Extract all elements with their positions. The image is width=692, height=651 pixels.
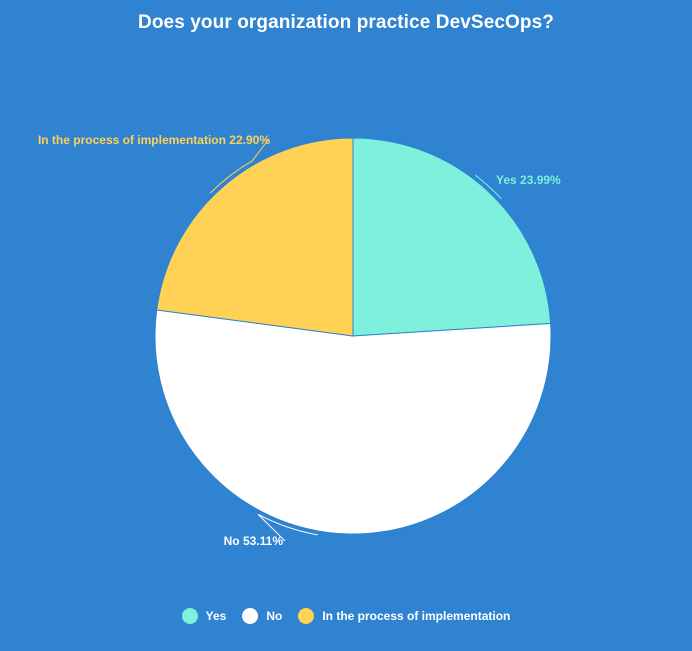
legend-label-no: No (266, 609, 283, 623)
legend-item-yes[interactable]: Yes (181, 608, 227, 624)
leader-line-1 (257, 513, 319, 542)
data-label-yes: Yes 23.99% (496, 173, 561, 187)
data-label-no: No 53.11% (224, 534, 284, 548)
chart-title: Does your organization practice DevSecOp… (138, 12, 554, 33)
legend-swatch-yes (181, 608, 198, 624)
legend-label-in-process: In the process of implementation (322, 609, 511, 623)
data-label-in-the-process-of-implementation: In the process of implementation 22.90% (38, 133, 270, 147)
pie-slice-no[interactable] (154, 309, 552, 535)
legend-label-yes: Yes (205, 609, 227, 623)
leader-line-0 (474, 174, 502, 200)
legend-item-no[interactable]: No (242, 608, 282, 624)
pie-slice-in-the-process-of-implementation[interactable] (156, 137, 354, 337)
legend-swatch-no (242, 608, 259, 624)
chart-legend: Yes No In the process of implementation (0, 608, 692, 624)
legend-item-in-process[interactable]: In the process of implementation (298, 608, 510, 624)
pie-slice-yes[interactable] (352, 137, 552, 337)
leader-line-2 (209, 139, 269, 194)
legend-swatch-in-process (298, 608, 315, 624)
